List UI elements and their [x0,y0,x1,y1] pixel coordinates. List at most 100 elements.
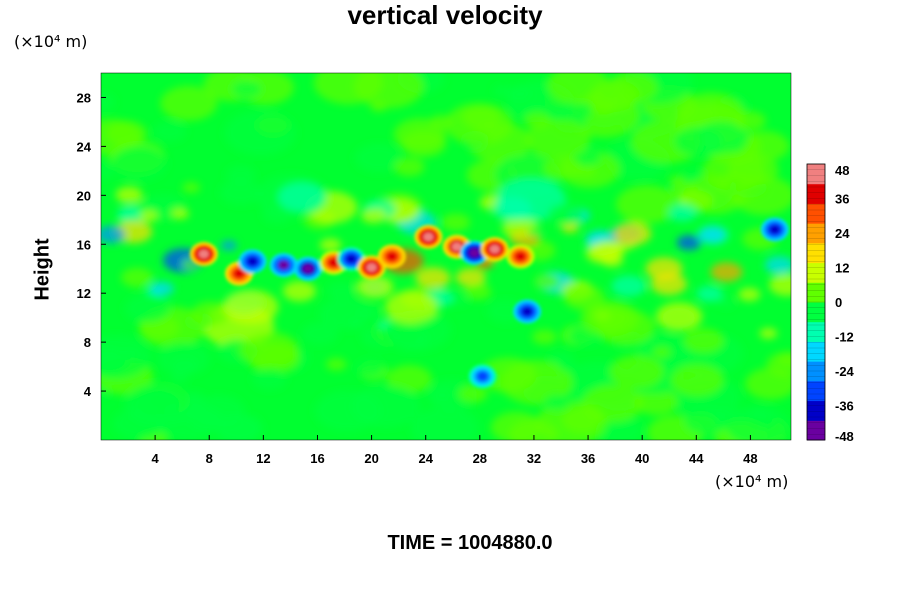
velocity-feature [303,264,313,273]
field-blob [358,305,381,320]
colorbar-tick-label: 48 [835,163,849,178]
field-blob [182,182,201,194]
velocity-feature [198,249,209,259]
velocity-feature [451,242,462,251]
field-blob [224,110,297,156]
colorbar-swatch [807,183,825,204]
field-blob [609,355,665,389]
field-blob [613,221,652,246]
field-blob [581,384,644,423]
velocity-feature [247,257,258,266]
x-tick-label: 44 [689,451,704,466]
field-blob [325,357,347,371]
field-blob [490,411,543,440]
field-blob [655,302,703,331]
x-tick-label: 28 [473,451,487,466]
field-blob [106,120,147,146]
x-tick-label: 24 [418,451,433,466]
field-blob [668,203,697,222]
field-blob [465,283,492,300]
field-blob [277,182,326,212]
colorbar-tick-label: 36 [835,192,849,207]
plot-frame [100,72,792,441]
field-blob [645,257,683,281]
field-blob [156,342,211,375]
field-blob [170,371,189,383]
field-blob [558,360,577,372]
velocity-feature [522,307,533,316]
velocity-feature [515,252,526,261]
colorbar-swatch [807,321,825,342]
velocity-feature [366,263,377,272]
colorbar-swatch [807,203,825,224]
field-blob [282,281,316,302]
x-tick-label: 32 [527,451,541,466]
field-blob [546,73,610,105]
field-blob [634,387,679,416]
field-blob [347,319,365,330]
field-blob [361,208,386,224]
velocity-feature [328,258,339,267]
field-blob [585,242,620,264]
chart-title: vertical velocity [347,0,543,30]
field-blob [171,208,189,220]
field-blob [301,322,339,345]
heatmap-field [101,73,791,440]
y-tick-label: 24 [77,139,92,154]
field-blob [252,368,287,390]
field-blob [240,331,299,368]
velocity-feature [278,260,289,270]
field-blob [393,118,447,151]
x-tick-label: 4 [152,451,160,466]
y-tick-label: 12 [77,286,91,301]
field-blob [139,210,159,222]
field-blob [768,273,791,296]
field-blob [319,238,342,252]
field-blob [738,287,761,302]
field-blob [217,414,263,440]
field-blob [415,267,451,289]
field-blob [101,163,115,180]
velocity-feature [234,269,244,278]
field-blob [160,85,218,121]
y-tick-label: 16 [77,237,91,252]
velocity-feature [386,252,397,261]
field-blob [547,202,585,226]
x-axis-unit: (×10⁴ m) [715,472,789,491]
colorbar-swatch [807,361,825,382]
field-blob [506,85,531,101]
colorbar-tick-label: -24 [835,364,855,379]
field-blob [101,334,152,380]
colorbar-swatch [807,341,825,362]
colorbar-swatch [807,223,825,244]
colorbar-swatch [807,164,825,185]
x-tick-label: 8 [206,451,213,466]
colorbar-tick-label: -12 [835,330,854,345]
field-blob [676,235,702,251]
colorbar-swatch [807,302,825,323]
field-blob [386,365,432,394]
field-blob [492,196,532,221]
field-blob [124,383,194,426]
field-blob [543,394,571,411]
field-blob [683,328,725,354]
field-blob [532,329,557,345]
colorbar-swatch [807,262,825,283]
field-blob [525,118,591,159]
field-blob [580,300,640,337]
field-blob [611,275,647,297]
colorbar-tick-label: 0 [835,295,842,310]
field-blob [219,179,262,206]
x-tick-label: 16 [310,451,324,466]
field-blob [534,273,561,290]
field-blob [616,185,679,224]
field-blob [356,359,385,377]
field-blob [384,290,439,324]
field-blob [444,103,513,146]
colorbar-swatch [807,400,825,421]
time-label: TIME = 1004880.0 [387,532,553,554]
field-blob [543,156,582,180]
x-tick-label: 12 [256,451,270,466]
colorbar-frame [806,163,826,441]
